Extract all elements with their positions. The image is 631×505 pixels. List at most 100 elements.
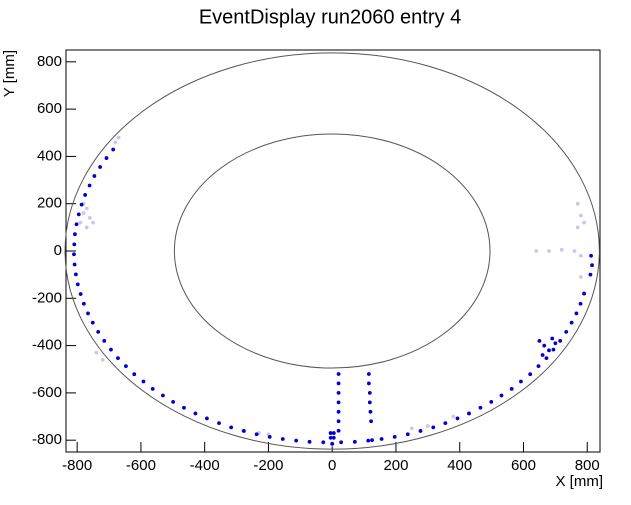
- y-tick-label: 800: [37, 53, 62, 70]
- hit-point: [352, 439, 357, 444]
- hit-point: [366, 381, 371, 386]
- hit-point: [370, 438, 374, 443]
- hit-point: [392, 434, 397, 439]
- hit-point: [81, 301, 86, 306]
- hit-point: [550, 336, 555, 341]
- hit-point: [542, 343, 547, 348]
- hit-point: [578, 253, 583, 258]
- hit-point: [540, 353, 545, 357]
- detector-ring: [64, 52, 600, 450]
- hit-point: [379, 437, 384, 441]
- hit-point: [193, 411, 198, 416]
- x-tick-label: -400: [190, 457, 220, 474]
- hit-point: [578, 213, 583, 218]
- x-tick-label: -800: [62, 457, 92, 474]
- hit-point: [331, 435, 336, 440]
- hit-point: [367, 400, 372, 405]
- hit-point: [132, 372, 137, 377]
- hit-point: [368, 409, 373, 414]
- hit-point: [150, 386, 155, 391]
- hit-point: [92, 174, 97, 178]
- hit-point: [88, 215, 92, 220]
- hit-point: [79, 202, 84, 207]
- hit-point: [582, 220, 586, 225]
- hit-point: [280, 437, 285, 441]
- hit-point: [330, 441, 335, 446]
- hit-point: [321, 440, 326, 445]
- hit-point: [74, 222, 79, 227]
- hit-point: [81, 211, 86, 216]
- x-tick-label: 0: [328, 457, 336, 474]
- hit-point: [72, 262, 77, 267]
- chart-title: EventDisplay run2060 entry 4: [199, 6, 461, 28]
- y-axis-title: Y [mm]: [1, 50, 18, 97]
- hit-point: [547, 249, 551, 253]
- hit-point: [73, 232, 77, 237]
- hit-point: [405, 432, 410, 437]
- x-tick-label: 400: [447, 457, 472, 474]
- hit-point: [509, 386, 514, 391]
- hit-point: [72, 252, 76, 257]
- hit-point: [558, 338, 563, 343]
- hit-point: [161, 393, 165, 398]
- x-tick-label: 200: [383, 457, 408, 474]
- hit-point: [75, 282, 80, 287]
- x-tick-label: -600: [126, 457, 156, 474]
- hit-point: [499, 393, 504, 398]
- hit-point: [98, 165, 103, 169]
- hit-point: [588, 272, 593, 277]
- hit-point: [534, 249, 539, 253]
- x-tick-label: 800: [575, 457, 600, 474]
- hit-point: [86, 311, 90, 316]
- hit-point: [72, 242, 77, 247]
- hit-point: [443, 421, 448, 426]
- hit-point: [171, 399, 176, 404]
- hit-point: [336, 400, 341, 405]
- hit-point: [336, 381, 341, 386]
- hit-point: [217, 421, 221, 426]
- hit-point: [104, 156, 109, 160]
- hit-point: [418, 429, 423, 433]
- hit-point: [102, 338, 107, 343]
- hit-point: [590, 263, 594, 268]
- hit-point: [91, 220, 95, 225]
- hit-point: [96, 329, 101, 334]
- hit-point: [528, 372, 533, 377]
- hit-point: [537, 338, 542, 343]
- hit-point: [569, 320, 574, 325]
- x-tick-label: 600: [511, 457, 536, 474]
- hit-point: [451, 414, 456, 419]
- hit-point: [547, 348, 551, 353]
- hit-point: [553, 341, 558, 346]
- detector-ring: [173, 133, 491, 369]
- hit-point: [116, 135, 121, 140]
- hit-point: [582, 291, 586, 296]
- hit-point: [336, 419, 341, 424]
- hit-point: [478, 405, 483, 410]
- hit-point: [425, 424, 430, 428]
- hit-point: [83, 193, 88, 197]
- y-tick-label: 600: [37, 100, 62, 117]
- hit-point: [572, 249, 577, 253]
- hit-point: [90, 320, 95, 325]
- hit-point: [109, 347, 113, 352]
- hit-point: [455, 416, 460, 421]
- hit-point: [410, 426, 414, 431]
- hit-point: [467, 411, 471, 416]
- hit-point: [76, 212, 81, 217]
- hit-point: [328, 431, 333, 435]
- hit-point: [84, 225, 89, 230]
- y-tick-label: 200: [37, 195, 62, 212]
- hit-point: [589, 253, 593, 258]
- hit-point: [431, 425, 436, 430]
- hit-point: [94, 350, 99, 355]
- hit-point: [229, 425, 234, 430]
- hit-point: [578, 301, 583, 306]
- hit-point: [87, 183, 92, 188]
- hit-point: [575, 225, 580, 230]
- hit-point: [336, 428, 341, 433]
- hit-point: [336, 409, 341, 414]
- hit-point: [294, 438, 299, 443]
- hit-point: [369, 419, 373, 424]
